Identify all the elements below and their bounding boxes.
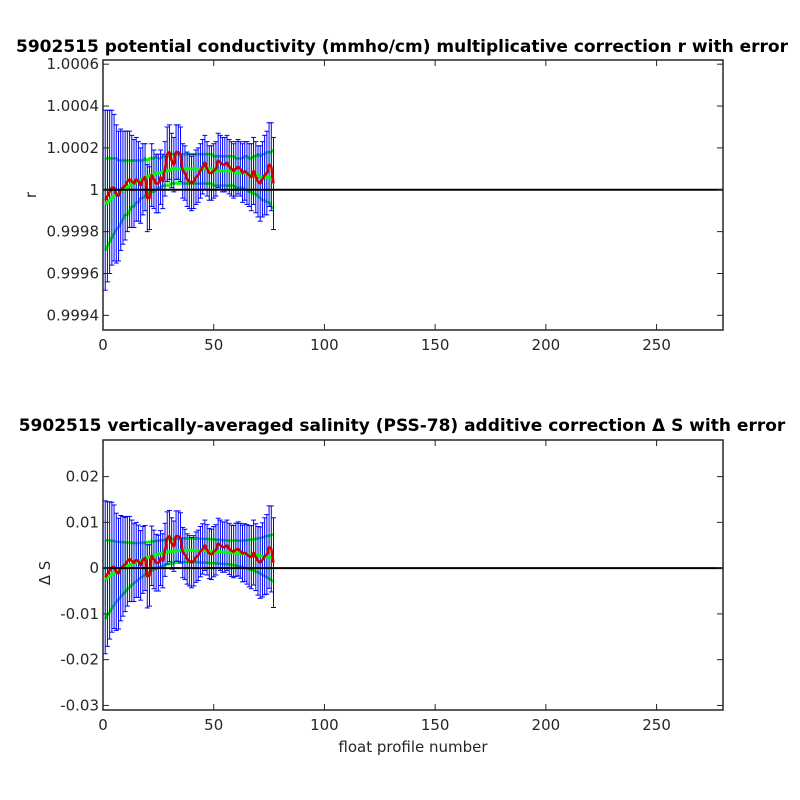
conductivity-correction-panel: 5902515 potential conductivity (mmho/cm)… bbox=[16, 37, 789, 354]
x-tick-label: 250 bbox=[642, 336, 671, 354]
x-tick-label: 150 bbox=[421, 716, 450, 734]
y-tick-label: 0.01 bbox=[66, 513, 99, 531]
axes-box bbox=[102, 59, 724, 331]
y-tick-label: 0.9994 bbox=[47, 306, 100, 324]
x-tick-label: 100 bbox=[310, 716, 339, 734]
y-tick-label: 1.0004 bbox=[47, 97, 100, 115]
x-tick-label: 0 bbox=[98, 716, 108, 734]
x-tick-label: 50 bbox=[204, 716, 223, 734]
x-tick-label: 200 bbox=[532, 336, 561, 354]
chart-title: 5902515 vertically-averaged salinity (PS… bbox=[19, 416, 786, 436]
plot-area bbox=[103, 60, 723, 330]
y-tick-label: 1.0006 bbox=[47, 55, 100, 73]
y-tick-label: -0.03 bbox=[60, 696, 99, 714]
x-tick-label: 150 bbox=[421, 336, 450, 354]
x-axis-label: float profile number bbox=[338, 738, 488, 756]
y-tick-label: -0.02 bbox=[60, 651, 99, 669]
y-tick-label: 0.9998 bbox=[47, 223, 100, 241]
chart-title: 5902515 potential conductivity (mmho/cm)… bbox=[16, 37, 789, 57]
x-tick-label: 200 bbox=[532, 716, 561, 734]
x-tick-label: 50 bbox=[204, 336, 223, 354]
y-tick-label: -0.01 bbox=[60, 605, 99, 623]
x-tick-label: 250 bbox=[642, 716, 671, 734]
correction-line bbox=[104, 150, 275, 201]
salinity-correction-panel: 5902515 vertically-averaged salinity (PS… bbox=[19, 416, 786, 756]
axes-box bbox=[102, 439, 724, 711]
y-tick-label: 1.0002 bbox=[47, 139, 100, 157]
y-axis-label: r bbox=[22, 191, 40, 198]
y-tick-label: 0.9996 bbox=[47, 264, 100, 282]
y-axis-label: Δ S bbox=[36, 561, 54, 586]
y-tick-label: 0.02 bbox=[66, 468, 99, 486]
correction-line bbox=[104, 534, 275, 578]
x-tick-label: 0 bbox=[98, 336, 108, 354]
y-tick-label: 1 bbox=[89, 181, 99, 199]
x-tick-label: 100 bbox=[310, 336, 339, 354]
y-tick-label: 0 bbox=[89, 559, 99, 577]
